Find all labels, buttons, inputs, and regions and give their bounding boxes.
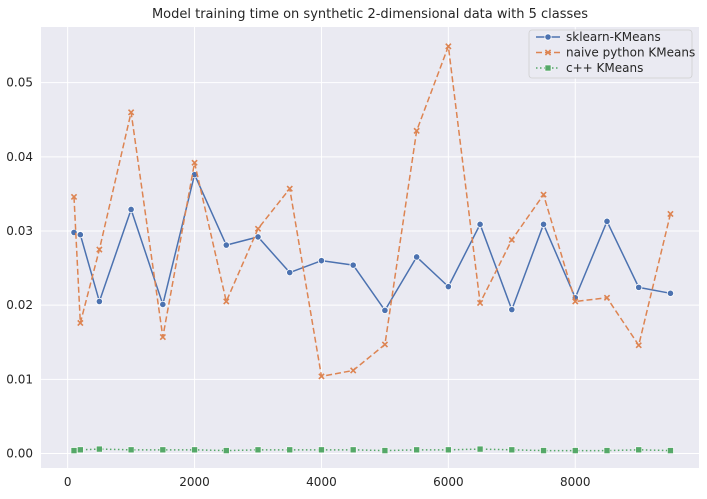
data-point [317,257,326,265]
data-point [381,306,389,314]
legend-label: c++ KMeans [566,61,643,75]
data-point [318,373,325,380]
y-tick-label: 0.01 [6,372,33,386]
y-tick-label: 0.02 [6,298,33,312]
y-tick-label: 0.04 [6,150,33,164]
data-point [666,289,675,297]
plot-background [41,27,699,468]
data-point [191,159,198,166]
series-2 [70,445,674,454]
chart-title: Model training time on synthetic 2-dimen… [152,7,588,22]
data-point [70,193,78,201]
data-point [77,319,84,327]
data-point [286,268,294,277]
data-point [96,246,103,253]
data-point [222,447,230,454]
data-point [159,446,167,454]
legend-marker [544,64,552,72]
data-point [572,298,579,305]
data-point [508,306,516,314]
legend-label: naive python KMeans [566,46,695,60]
data-point [349,446,357,454]
tick-labels: 0 2000 4000 6000 8000 0.00 0.01 0.02 0.03 0.04 0.0… [6,76,590,489]
data-point [254,225,262,232]
series-1 [70,43,674,380]
data-point [350,367,357,374]
legend-marker [544,33,552,41]
data-point [667,210,674,218]
data-point [444,283,452,291]
data-point [127,446,135,454]
data-point [191,446,198,454]
data-point [413,253,421,261]
data-point [540,191,547,198]
data-point [635,342,642,349]
data-point [603,217,611,225]
y-tick-label: 0.05 [6,76,33,90]
grid [41,27,699,468]
data-point [603,447,611,454]
data-point [95,297,103,306]
x-tick-label: 6000 [433,475,464,489]
data-point [96,445,103,453]
data-point [667,447,674,454]
data-point [508,446,516,454]
data-point [603,294,611,301]
data-point [286,446,294,454]
data-point [223,298,230,305]
data-point [476,220,484,228]
data-point [635,283,643,291]
legend-item: sklearn-KMeans [536,30,661,44]
data-point [349,261,357,269]
series-layer [70,43,675,454]
x-tick-label: 2000 [179,475,210,489]
data-point [76,231,84,239]
y-tick-label: 0.00 [6,447,33,461]
data-point [539,220,548,228]
data-point [413,446,420,454]
legend-marker [544,49,552,56]
data-point [222,241,230,249]
data-point [571,447,579,454]
x-tick-label: 0 [64,475,72,489]
data-point [381,341,389,348]
data-point [77,446,84,454]
data-point [635,446,643,454]
series-0 [70,171,675,314]
x-tick-label: 8000 [560,475,591,489]
data-point [476,445,484,453]
data-point [318,446,325,454]
data-point [127,205,135,214]
data-point [540,447,547,454]
data-point [445,446,452,454]
data-point [476,299,484,307]
legend-label: sklearn-KMeans [566,30,661,44]
legend-item: c++ KMeans [536,61,643,75]
legend-item: naive python KMeans [536,46,695,60]
data-point [508,236,515,244]
data-point [286,185,293,192]
legend-box [528,29,693,79]
data-point [70,447,78,454]
data-point [127,109,135,116]
data-point [254,446,262,454]
data-point [159,333,166,341]
data-point [381,447,389,454]
data-point [254,233,262,241]
y-tick-label: 0.03 [6,224,33,238]
x-tick-label: 4000 [306,475,337,489]
data-point [413,127,420,135]
data-point [159,300,167,309]
data-point [445,43,452,50]
